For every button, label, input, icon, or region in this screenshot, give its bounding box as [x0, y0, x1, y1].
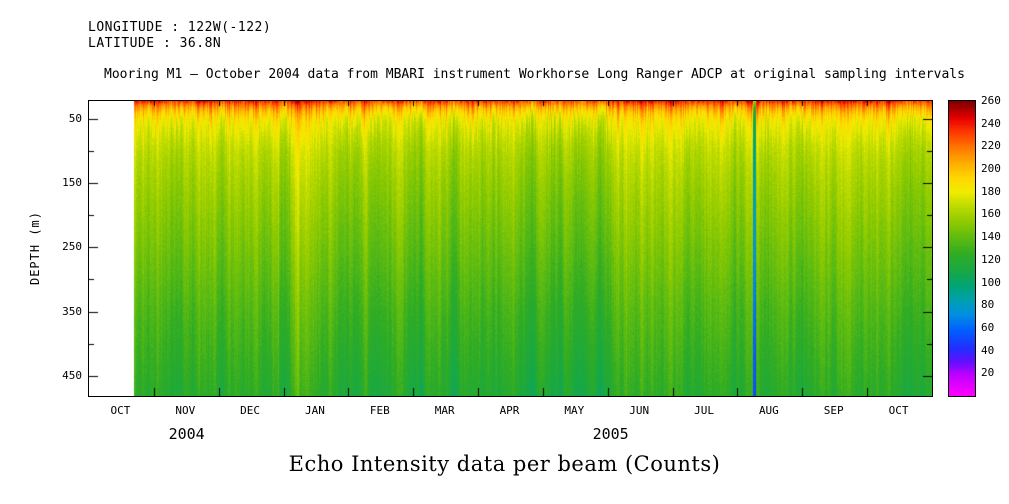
x-tick-label-month: DEC	[240, 404, 261, 417]
y-tick-label: 450	[62, 369, 82, 382]
colorbar-frame	[948, 100, 976, 397]
x-tick-label-month: APR	[499, 404, 520, 417]
colorbar-tick-label: 120	[981, 252, 1001, 266]
x-tick-label-month: AUG	[758, 404, 779, 417]
plot-title: Mooring M1 — October 2004 data from MBAR…	[104, 67, 965, 82]
latitude-label: LATITUDE : 36.8N	[88, 36, 222, 51]
longitude-label: LONGITUDE : 122W(-122)	[88, 20, 272, 35]
colorbar-tick-label: 260	[981, 94, 1001, 107]
colorbar-tick-label: 240	[981, 116, 1001, 130]
y-tick-label: 350	[62, 305, 82, 318]
x-tick-label-month: MAY	[564, 404, 585, 417]
colorbar-tick-label: 100	[981, 275, 1001, 289]
x-tick-label-month: JUL	[694, 404, 714, 417]
y-tick-label: 50	[68, 112, 82, 125]
year-label: 2004	[168, 425, 205, 443]
x-tick-label-month: JUN	[629, 404, 650, 417]
heatmap-canvas	[89, 101, 932, 396]
colorbar-tick-label: 200	[981, 162, 1001, 176]
colorbar-tick-label: 80	[981, 298, 995, 312]
y-tick-label: 250	[62, 240, 82, 253]
x-tick-label-month: FEB	[369, 404, 390, 417]
y-axis-label-wrap: DEPTH (m)	[26, 100, 44, 395]
figure-caption: Echo Intensity data per beam (Counts)	[288, 452, 721, 476]
colorbar-tick-label: 40	[981, 343, 995, 357]
colorbar-tick-label: 140	[981, 230, 1001, 244]
x-tick-label-month: OCT	[888, 404, 909, 417]
colorbar-tick-label: 60	[981, 320, 995, 334]
x-tick-label-month: MAR	[434, 404, 455, 417]
x-tick-label-month: SEP	[823, 404, 844, 417]
colorbar-tick-label: 220	[981, 139, 1001, 153]
colorbar-canvas	[949, 101, 975, 396]
x-tick-label-month: NOV	[175, 404, 196, 417]
colorbar-tick-label: 180	[981, 184, 1001, 198]
year-label: 2005	[592, 425, 629, 443]
y-axis-label: DEPTH (m)	[28, 210, 42, 285]
x-tick-label-month: JAN	[305, 404, 325, 417]
x-tick-label-month: OCT	[110, 404, 131, 417]
heatmap-frame	[88, 100, 933, 397]
colorbar-tick-label: 160	[981, 207, 1001, 221]
y-tick-label: 150	[62, 176, 82, 189]
colorbar-tick-label: 20	[981, 366, 995, 380]
